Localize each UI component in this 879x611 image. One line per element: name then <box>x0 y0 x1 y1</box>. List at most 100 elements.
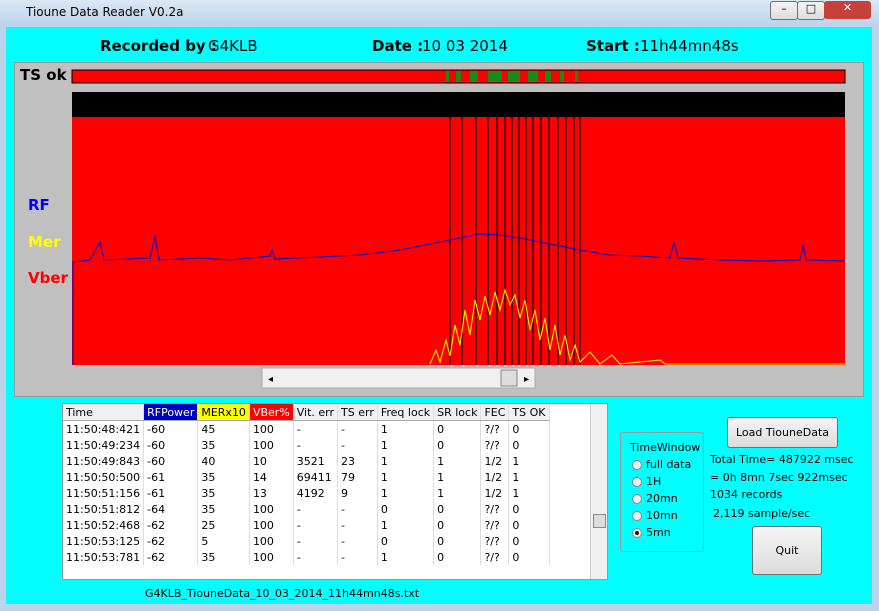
start-value: 11h44mn48s <box>640 37 739 55</box>
start-label: Start : <box>586 37 640 55</box>
table-cell: - <box>293 517 339 533</box>
column-header: SR lock <box>433 404 482 421</box>
table-cell: 100 <box>249 517 294 533</box>
table-cell: -64 <box>143 501 199 517</box>
table-cell: 1 <box>377 437 435 453</box>
table-cell: -60 <box>143 453 199 469</box>
table-cell: 0 <box>433 549 482 565</box>
table-cell: - <box>337 420 378 437</box>
table-row: 11:50:53:781 -62 35 100- -1 0 ?/? 0 <box>63 549 550 565</box>
table-cell: 0 <box>508 501 550 517</box>
table-cell: - <box>293 533 339 549</box>
table-cell: - <box>293 549 339 565</box>
radio-option[interactable]: 5mn <box>632 526 671 539</box>
table-row: 11:50:51:156 -61 35 13 4192 9 1 1 1/2 1 <box>63 485 550 501</box>
vber-label: Vber <box>28 269 68 287</box>
table-row: 11:50:52:468 -62 25 100- -1 0 ?/? 0 <box>63 517 550 533</box>
scrollbar[interactable]: ◂ ▸ <box>261 367 536 389</box>
radio-option[interactable]: full data <box>632 458 691 471</box>
table-cell: -60 <box>143 420 199 437</box>
table-cell: - <box>293 501 339 517</box>
date-label: Date : <box>372 37 424 55</box>
radio-option[interactable]: 1H <box>632 475 661 488</box>
time-window-group <box>620 432 704 552</box>
table-cell: 1 <box>433 453 482 469</box>
table-cell: 10 <box>249 453 294 469</box>
table-cell: 9 <box>337 485 378 501</box>
plot-graphics: ◂ ▸ <box>71 69 846 389</box>
close-button[interactable]: ✕ <box>824 1 871 19</box>
table-row: 11:50:50:500 -61 35 14 69411 79 1 1 1/2 1 <box>63 469 550 485</box>
quit-button[interactable]: Quit <box>752 526 822 575</box>
table-cell: 45 <box>197 420 250 437</box>
load-button[interactable]: Load TiouneData <box>727 417 838 448</box>
sample-rate: 2,119 sample/sec <box>713 507 811 520</box>
table-cell: 13 <box>249 485 294 501</box>
mer-trace <box>429 288 845 365</box>
table-cell: 0 <box>433 437 482 453</box>
table-cell: 1 <box>377 453 435 469</box>
table-cell: 35 <box>197 485 250 501</box>
mer-label: Mer <box>28 233 61 251</box>
records: 1034 records <box>710 488 783 501</box>
table-cell: 1 <box>377 517 435 533</box>
table-cell: 0 <box>377 501 435 517</box>
table-cell: 1 <box>377 420 435 437</box>
table-cell: 11:50:51:156 <box>63 485 145 501</box>
svg-text:◂: ◂ <box>268 374 273 385</box>
table-cell: - <box>293 420 339 437</box>
table-cell: 100 <box>249 501 294 517</box>
date-value: 10 03 2014 <box>422 37 508 55</box>
table-scrollbar[interactable] <box>590 404 607 579</box>
table-cell: 1/2 <box>480 485 510 501</box>
table-cell: 35 <box>197 437 250 453</box>
ts-label: TS ok <box>20 66 67 84</box>
duration: = 0h 8mn 7sec 922msec <box>710 471 848 484</box>
table-cell: 35 <box>197 549 250 565</box>
data-table: Time RFPower MERx10 VBer% Vit. err TS err Freq… <box>62 403 608 580</box>
column-header: FEC <box>480 404 510 421</box>
window-title: Tioune Data Reader V0.2a <box>26 5 184 19</box>
table-cell: 11:50:48:421 <box>63 420 145 437</box>
total-time: Total Time= 487922 msec <box>710 453 854 466</box>
table-cell: - <box>337 501 378 517</box>
table-cell: 25 <box>197 517 250 533</box>
table-cell: ?/? <box>480 501 510 517</box>
column-header: Freq lock <box>377 404 435 421</box>
table-cell: 35 <box>197 501 250 517</box>
table-cell: 1 <box>377 485 435 501</box>
table-cell: 79 <box>337 469 378 485</box>
table-cell: 1 <box>433 485 482 501</box>
table-row: 11:50:49:843 -60 40 10 3521 23 1 1 1/2 1 <box>63 453 550 469</box>
table-cell: 0 <box>508 549 550 565</box>
title-bar: Tioune Data Reader V0.2a – □ ✕ <box>0 0 879 26</box>
table-cell: -62 <box>143 517 199 533</box>
table-cell: 1 <box>377 469 435 485</box>
table-cell: 69411 <box>293 469 339 485</box>
table-cell: 11:50:53:125 <box>63 533 145 549</box>
table-cell: 0 <box>508 420 550 437</box>
column-header: TS OK <box>508 404 550 421</box>
table-cell: 11:50:49:843 <box>63 453 145 469</box>
table-cell: 0 <box>433 501 482 517</box>
radio-option[interactable]: 20mn <box>632 492 678 505</box>
table-cell: 1 <box>508 453 550 469</box>
column-header: Vit. err <box>293 404 339 421</box>
radio-option[interactable]: 10mn <box>632 509 678 522</box>
table-row: 11:50:53:125 -62 5 100- -0 0 ?/? 0 <box>63 533 550 549</box>
column-header: Time <box>63 404 145 421</box>
table-cell: ?/? <box>480 533 510 549</box>
table-cell: 11:50:51:812 <box>63 501 145 517</box>
table-cell: 0 <box>433 517 482 533</box>
table-cell: 11:50:52:468 <box>63 517 145 533</box>
table-row: 11:50:48:421 -60 45 100- -1 0 ?/? 0 <box>63 420 550 437</box>
column-header: TS err <box>337 404 378 421</box>
table-cell: 3521 <box>293 453 339 469</box>
column-header: RFPower <box>143 404 199 421</box>
time-window-title: TimeWindow <box>630 441 701 454</box>
header-row: Time RFPower MERx10 VBer% Vit. err TS err Freq… <box>63 404 550 421</box>
table-cell: 1 <box>377 549 435 565</box>
filename: G4KLB_TiouneData_10_03_2014_11h44mn48s.t… <box>145 587 420 600</box>
table-cell: 40 <box>197 453 250 469</box>
